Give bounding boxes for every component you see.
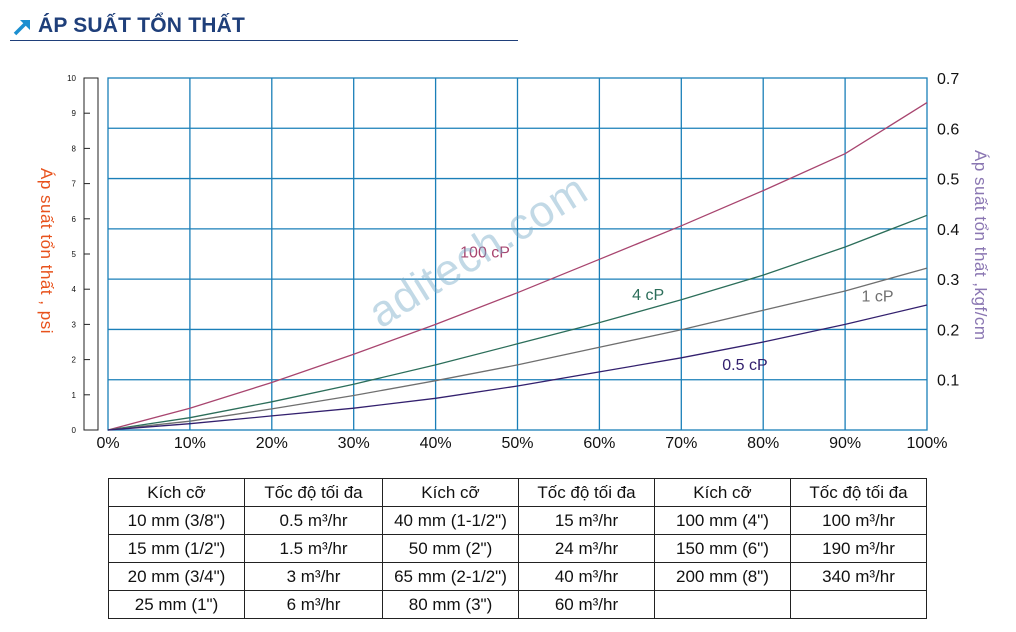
table-cell: 100 mm (4"): [654, 506, 791, 535]
table-cell: 190 m³/hr: [790, 534, 927, 563]
arrow-icon: [13, 20, 30, 36]
table-cell: 6 m³/hr: [244, 590, 383, 619]
y-tick-label-right: 0.5: [937, 172, 959, 189]
table-header-cell: Tốc độ tối đa: [790, 478, 927, 507]
x-tick-label: 90%: [829, 435, 861, 452]
table-row: 10 mm (3/8") 0.5 m³/hr 40 mm (1-1/2") 15 m³…: [108, 506, 927, 535]
x-tick-label: 80%: [747, 435, 779, 452]
table-cell: [790, 590, 927, 619]
table-cell: 200 mm (8"): [654, 562, 791, 591]
series-label: 100 cP: [460, 245, 510, 262]
table-row: 20 mm (3/4") 3 m³/hr 65 mm (2-1/2") 40 m³/h…: [108, 562, 927, 591]
table-cell: 0.5 m³/hr: [244, 506, 383, 535]
table-cell: 15 m³/hr: [518, 506, 655, 535]
x-tick-label: 60%: [583, 435, 615, 452]
y-tick-label-right: 0.3: [937, 272, 959, 289]
x-tick-label: 50%: [501, 435, 533, 452]
x-tick-label: 10%: [174, 435, 206, 452]
table-cell: [654, 590, 791, 619]
table-cell: 40 m³/hr: [518, 562, 655, 591]
y-tick-label-right: 0.1: [937, 373, 959, 390]
x-tick-label: 70%: [665, 435, 697, 452]
series-line-1: [107, 214, 928, 431]
y-tick-label-left: 9: [72, 109, 77, 118]
table-cell: 20 mm (3/4"): [108, 562, 245, 591]
x-tick-label: 100%: [907, 435, 948, 452]
x-tick-label: 40%: [420, 435, 452, 452]
title-bar: ÁP SUẤT TỔN THẤT: [10, 8, 518, 41]
y-tick-label-right: 0.2: [937, 322, 959, 339]
table-cell: 1.5 m³/hr: [244, 534, 383, 563]
table-cell: 40 mm (1-1/2"): [382, 506, 519, 535]
table-cell: 100 m³/hr: [790, 506, 927, 535]
x-tick-label: 0%: [96, 435, 119, 452]
y-tick-label-right: 0.4: [937, 222, 959, 239]
table-header-cell: Kích cỡ: [108, 478, 245, 507]
y-tick-label-left: 5: [72, 250, 77, 259]
series-label: 0.5 cP: [722, 357, 767, 374]
x-tick-label: 30%: [338, 435, 370, 452]
series-label: 1 cP: [861, 289, 893, 306]
table-cell: 65 mm (2-1/2"): [382, 562, 519, 591]
y-tick-label-left: 7: [72, 180, 77, 189]
y-tick-label-left: 4: [72, 285, 77, 294]
size-flow-table: Kích cỡ Tốc độ tối đa Kích cỡ Tốc độ tối đa…: [108, 478, 927, 619]
y-tick-label-left: 10: [67, 74, 76, 83]
table-header-row: Kích cỡ Tốc độ tối đa Kích cỡ Tốc độ tối đa…: [108, 478, 927, 507]
y-tick-label-left: 6: [72, 215, 77, 224]
y-tick-label-right: 0.6: [937, 121, 959, 138]
y-axis-label-right: Áp suất tổn thất ,kgf/cm: [971, 150, 990, 341]
y-tick-label-left: 1: [72, 391, 77, 400]
table-header-cell: Kích cỡ: [654, 478, 791, 507]
y-tick-label-right: 0.7: [937, 71, 959, 88]
table-row: 15 mm (1/2") 1.5 m³/hr 50 mm (2") 24 m³/hr 1…: [108, 534, 927, 563]
table-cell: 10 mm (3/8"): [108, 506, 245, 535]
table-header-cell: Tốc độ tối đa: [518, 478, 655, 507]
series-line-2: [107, 267, 928, 431]
x-tick-label: 20%: [256, 435, 288, 452]
y-tick-label-left: 0: [72, 426, 77, 435]
table-cell: 60 m³/hr: [518, 590, 655, 619]
table-cell: 80 mm (3"): [382, 590, 519, 619]
table-header-cell: Kích cỡ: [382, 478, 519, 507]
table-cell: 50 mm (2"): [382, 534, 519, 563]
y-tick-label-left: 2: [72, 356, 77, 365]
table-header-cell: Tốc độ tối đa: [244, 478, 383, 507]
table-cell: 25 mm (1"): [108, 590, 245, 619]
table-cell: 15 mm (1/2"): [108, 534, 245, 563]
y-tick-label-left: 8: [72, 144, 77, 153]
table-cell: 150 mm (6"): [654, 534, 791, 563]
y-tick-label-left: 3: [72, 320, 77, 329]
series-line-0: [107, 102, 928, 431]
table-row: 25 mm (1") 6 m³/hr 80 mm (3") 60 m³/hr: [108, 590, 927, 619]
table-cell: 3 m³/hr: [244, 562, 383, 591]
y-axis-label-left: Áp suất tổn thất , psi: [37, 168, 56, 334]
pressure-loss-chart: 0% 10% 20% 30% 40% 50% 60% 70% 80% 90% 100% 0.1 0.2 0…: [67, 71, 959, 452]
page-title: ÁP SUẤT TỔN THẤT: [38, 14, 245, 37]
table-cell: 340 m³/hr: [790, 562, 927, 591]
series-line-3: [107, 304, 928, 431]
table-cell: 24 m³/hr: [518, 534, 655, 563]
series-label: 4 cP: [632, 287, 664, 304]
